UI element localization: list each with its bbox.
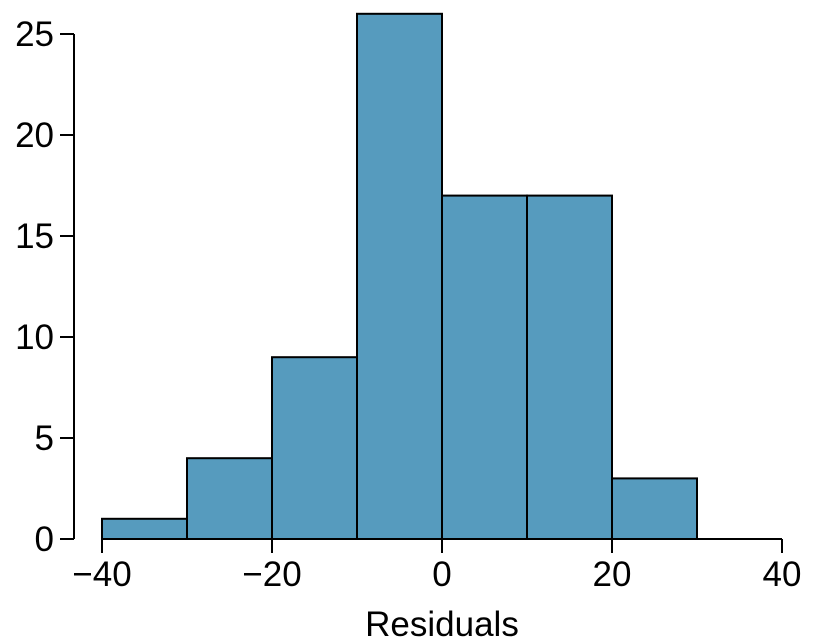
y-tick-label: 15 [15, 217, 54, 256]
histogram-bar [186, 457, 273, 541]
bars-group [101, 12, 698, 541]
y-tick-label: 5 [35, 419, 54, 458]
histogram-bar [441, 194, 528, 540]
histogram-bar [356, 12, 443, 541]
histogram-bar [271, 356, 358, 541]
y-tick-label: 25 [15, 15, 54, 54]
x-tick-label: 20 [593, 555, 632, 594]
y-tick-label: 20 [15, 116, 54, 155]
histogram-bar [611, 477, 698, 540]
y-axis: 0 5 10 15 20 25 [15, 15, 75, 559]
y-tick-label: 10 [15, 318, 54, 357]
x-tick-label: 0 [432, 555, 451, 594]
x-axis-title: Residuals [365, 605, 519, 644]
x-tick-label: −40 [72, 555, 131, 594]
histogram-bar [101, 517, 188, 540]
x-tick-label: −20 [242, 555, 301, 594]
x-tick-label: 40 [763, 555, 802, 594]
histogram-bar [526, 194, 613, 540]
x-axis: −40 −20 0 20 40 [72, 538, 802, 594]
y-tick-label: 0 [35, 520, 54, 559]
